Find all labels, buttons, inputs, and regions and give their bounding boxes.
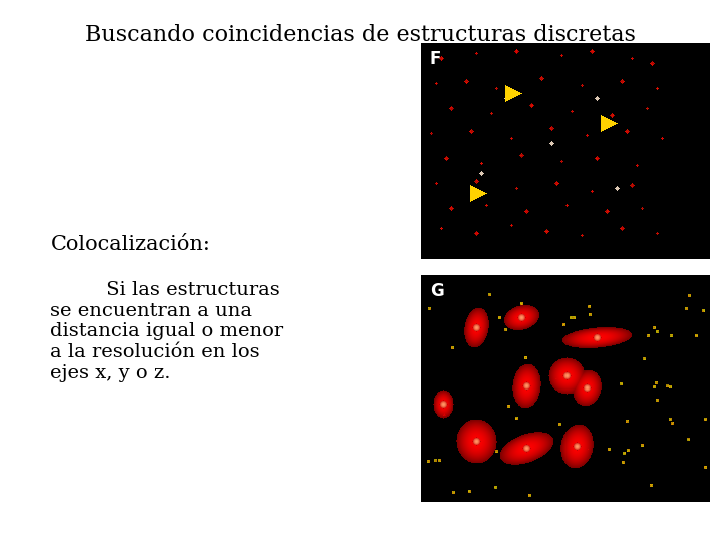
Text: G: G	[430, 282, 444, 300]
Text: F: F	[430, 50, 441, 68]
Text: Colocalización:: Colocalización:	[50, 235, 210, 254]
Text: Buscando coincidencias de estructuras discretas: Buscando coincidencias de estructuras di…	[84, 24, 636, 46]
Text: Si las estructuras
se encuentran a una
distancia igual o menor
a la resolución e: Si las estructuras se encuentran a una d…	[50, 281, 284, 382]
